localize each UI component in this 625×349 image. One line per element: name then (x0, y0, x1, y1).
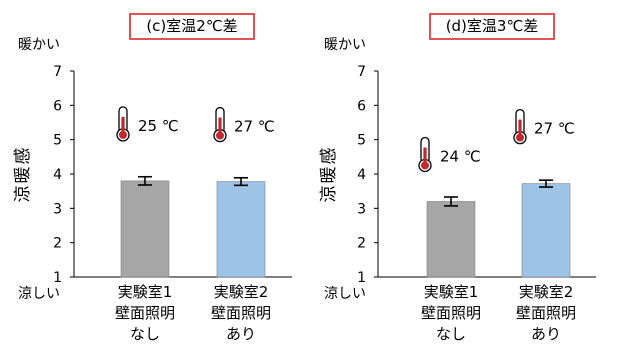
error-bar (444, 196, 458, 207)
bar (426, 201, 476, 278)
temperature-annotation: 25 ℃ (138, 117, 179, 135)
y-top-label: 暖かい (18, 37, 60, 53)
bar (216, 181, 266, 278)
y-axis-title: 涼暖感 (319, 146, 339, 203)
temperature-annotation: 27 ℃ (234, 118, 275, 136)
y-tick-label: 1 (53, 270, 62, 286)
x-category-label: あり (531, 325, 561, 343)
y-tick-label: 2 (357, 236, 366, 252)
thermometer-icon (116, 106, 130, 142)
error-bar (539, 179, 553, 188)
chart-title: (d)室温3℃差 (446, 17, 539, 35)
x-category-label: 実験室2 (214, 283, 269, 301)
chart-title-box: (c)室温2℃差 (129, 13, 255, 40)
bar (521, 183, 571, 278)
x-category-label: 壁面照明 (211, 304, 271, 322)
temperature-annotation: 24 ℃ (440, 147, 481, 165)
x-category-label: あり (226, 325, 256, 343)
y-tick-label: 5 (357, 133, 366, 149)
error-bar (138, 175, 152, 186)
y-tick-label: 7 (53, 64, 62, 80)
y-tick-label: 6 (357, 98, 366, 114)
x-category-label: 実験室2 (519, 283, 574, 301)
y-bottom-label: 涼しい (18, 286, 60, 302)
bar (120, 180, 170, 278)
y-tick-label: 4 (53, 167, 62, 183)
x-category-label: 壁面照明 (421, 304, 481, 322)
chart-title-box: (d)室温3℃差 (429, 13, 555, 40)
thermometer-icon (418, 136, 432, 173)
x-category-label: なし (436, 325, 466, 343)
y-tick-label: 5 (53, 133, 62, 149)
x-category-label: 実験室1 (118, 283, 173, 301)
thermometer-icon (213, 106, 227, 143)
x-category-label: 実験室1 (424, 283, 479, 301)
y-axis-title: 涼暖感 (13, 146, 33, 203)
error-bar (234, 176, 248, 187)
temperature-annotation: 27 ℃ (534, 120, 575, 138)
chart-title: (c)室温2℃差 (146, 17, 237, 35)
x-category-label: なし (130, 325, 160, 343)
y-tick-label: 1 (357, 270, 366, 286)
y-tick-label: 6 (53, 98, 62, 114)
y-tick-label: 2 (53, 236, 62, 252)
thermometer-icon (513, 108, 527, 145)
y-tick-label: 3 (53, 201, 62, 217)
y-bottom-label: 涼しい (324, 286, 366, 302)
y-top-label: 暖かい (324, 37, 366, 53)
y-tick-label: 3 (357, 201, 366, 217)
x-category-label: 壁面照明 (516, 304, 576, 322)
y-tick-label: 4 (357, 167, 366, 183)
x-category-label: 壁面照明 (115, 304, 175, 322)
y-tick-label: 7 (357, 64, 366, 80)
